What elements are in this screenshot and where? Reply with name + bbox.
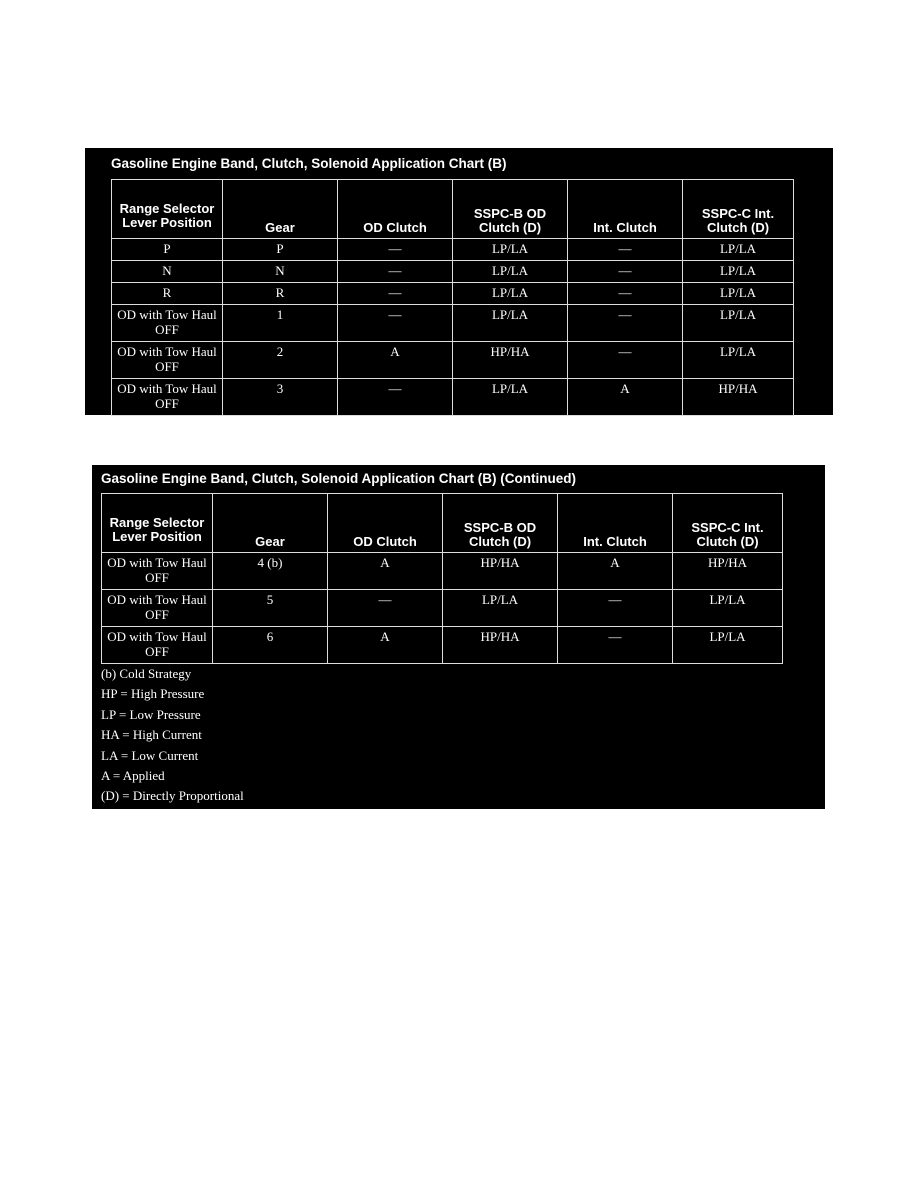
table-cell: — bbox=[337, 378, 453, 416]
table-cell: HP/HA bbox=[442, 552, 558, 590]
legend-item: LA = Low Current bbox=[101, 747, 199, 763]
column-header: Int. Clutch bbox=[557, 493, 673, 553]
chart-title: Gasoline Engine Band, Clutch, Solenoid A… bbox=[111, 156, 507, 171]
application-chart-continued-panel: Gasoline Engine Band, Clutch, Solenoid A… bbox=[92, 465, 825, 809]
table-cell: LP/LA bbox=[452, 378, 568, 416]
header-row: Range Selector Lever Position Gear OD Clut… bbox=[101, 493, 783, 553]
table-row: R R — LP/LA — LP/LA bbox=[111, 282, 794, 305]
table-cell: HP/HA bbox=[452, 341, 568, 379]
chart-title: Gasoline Engine Band, Clutch, Solenoid A… bbox=[101, 471, 576, 486]
table-cell: HP/HA bbox=[442, 626, 558, 664]
table-row: P P — LP/LA — LP/LA bbox=[111, 238, 794, 261]
table-cell: A bbox=[327, 626, 443, 664]
table-cell: 2 bbox=[222, 341, 338, 379]
table-cell: OD with Tow Haul OFF bbox=[111, 304, 223, 342]
table-cell: — bbox=[567, 238, 683, 261]
column-header: Gear bbox=[222, 179, 338, 239]
legend-item: HA = High Current bbox=[101, 727, 202, 743]
table-cell: P bbox=[222, 238, 338, 261]
column-header: SSPC-B OD Clutch (D) bbox=[442, 493, 558, 553]
table-cell: 6 bbox=[212, 626, 328, 664]
table-cell: LP/LA bbox=[682, 282, 794, 305]
table-cell: 3 bbox=[222, 378, 338, 416]
table-cell: LP/LA bbox=[452, 282, 568, 305]
table-cell: HP/HA bbox=[672, 552, 783, 590]
table-cell: — bbox=[337, 304, 453, 342]
table-cell: LP/LA bbox=[682, 341, 794, 379]
column-header: Range Selector Lever Position bbox=[101, 493, 213, 553]
legend-item: (b) Cold Strategy bbox=[101, 666, 192, 681]
table-cell: OD with Tow Haul OFF bbox=[111, 378, 223, 416]
table-cell: A bbox=[557, 552, 673, 590]
table-cell: LP/LA bbox=[452, 304, 568, 342]
table-cell: — bbox=[567, 260, 683, 283]
table-cell: — bbox=[557, 626, 673, 664]
table-body: OD with Tow Haul OFF 4 (b) A HP/HA A HP/HA OD … bbox=[101, 552, 783, 664]
table-cell: — bbox=[557, 589, 673, 627]
table-cell: HP/HA bbox=[682, 378, 794, 416]
table-cell: OD with Tow Haul OFF bbox=[101, 626, 213, 664]
table-cell: 4 (b) bbox=[212, 552, 328, 590]
table-cell: — bbox=[567, 341, 683, 379]
application-table: Range Selector Lever Position Gear OD Clut… bbox=[111, 179, 794, 416]
column-header: OD Clutch bbox=[327, 493, 443, 553]
table-body: P P — LP/LA — LP/LA N N — LP/LA — LP/LA R R — LP/LA — LP/… bbox=[111, 238, 794, 416]
table-row: N N — LP/LA — LP/LA bbox=[111, 260, 794, 283]
column-header: Gear bbox=[212, 493, 328, 553]
legend-item: HP = High Pressure bbox=[101, 686, 205, 702]
table-cell: LP/LA bbox=[682, 238, 794, 261]
table-cell: LP/LA bbox=[682, 260, 794, 283]
application-table-continued: Range Selector Lever Position Gear OD Clut… bbox=[101, 493, 783, 664]
column-header: OD Clutch bbox=[337, 179, 453, 239]
table-cell: A bbox=[337, 341, 453, 379]
table-cell: N bbox=[111, 260, 223, 283]
header-row: Range Selector Lever Position Gear OD Clut… bbox=[111, 179, 794, 239]
table-row: OD with Tow Haul OFF 4 (b) A HP/HA A HP/HA bbox=[101, 552, 783, 590]
table-cell: 5 bbox=[212, 589, 328, 627]
table-cell: R bbox=[222, 282, 338, 305]
table-cell: OD with Tow Haul OFF bbox=[101, 552, 213, 590]
legend-item: (D) = Directly Proportional bbox=[101, 788, 244, 804]
table-cell: — bbox=[567, 304, 683, 342]
column-header: Int. Clutch bbox=[567, 179, 683, 239]
table-cell: A bbox=[327, 552, 443, 590]
legend-item: A = Applied bbox=[101, 767, 165, 783]
table-cell: — bbox=[567, 282, 683, 305]
column-header: Range Selector Lever Position bbox=[111, 179, 223, 239]
table-row: OD with Tow Haul OFF 3— LP/LA A HP/HA bbox=[111, 378, 794, 416]
table-cell: OD with Tow Haul OFF bbox=[111, 341, 223, 379]
table-cell: LP/LA bbox=[672, 589, 783, 627]
table-cell: LP/LA bbox=[672, 626, 783, 664]
table-row: OD with Tow Haul OFF 1— LP/LA — LP/LA bbox=[111, 304, 794, 342]
table-row: OD with Tow Haul OFF 6 A HP/HA — LP/LA bbox=[101, 626, 783, 664]
table-cell: R bbox=[111, 282, 223, 305]
column-header: SSPC-B OD Clutch (D) bbox=[452, 179, 568, 239]
table-cell: 1 bbox=[222, 304, 338, 342]
application-chart-panel: Gasoline Engine Band, Clutch, Solenoid A… bbox=[85, 148, 833, 416]
table-cell: LP/LA bbox=[452, 260, 568, 283]
table-row: OD with Tow Haul OFF 2 A HP/HA — LP/LA bbox=[111, 341, 794, 379]
table-cell: LP/LA bbox=[452, 238, 568, 261]
table-cell: LP/LA bbox=[682, 304, 794, 342]
table-cell: OD with Tow Haul OFF bbox=[101, 589, 213, 627]
table-cell: P bbox=[111, 238, 223, 261]
table-cell: — bbox=[337, 260, 453, 283]
table-cell: — bbox=[327, 589, 443, 627]
legend: (b) Cold Strategy HP = High Pressure LP = … bbox=[101, 664, 244, 807]
table-cell: A bbox=[567, 378, 683, 416]
table-cell: N bbox=[222, 260, 338, 283]
table-cell: LP/LA bbox=[442, 589, 558, 627]
column-header: SSPC-C Int. Clutch (D) bbox=[672, 493, 783, 553]
table-cell: — bbox=[337, 282, 453, 305]
table-row: OD with Tow Haul OFF 5— LP/LA — LP/LA bbox=[101, 589, 783, 627]
column-header: SSPC-C Int. Clutch (D) bbox=[682, 179, 794, 239]
table-cell: — bbox=[337, 238, 453, 261]
legend-item: LP = Low Pressure bbox=[101, 706, 201, 722]
